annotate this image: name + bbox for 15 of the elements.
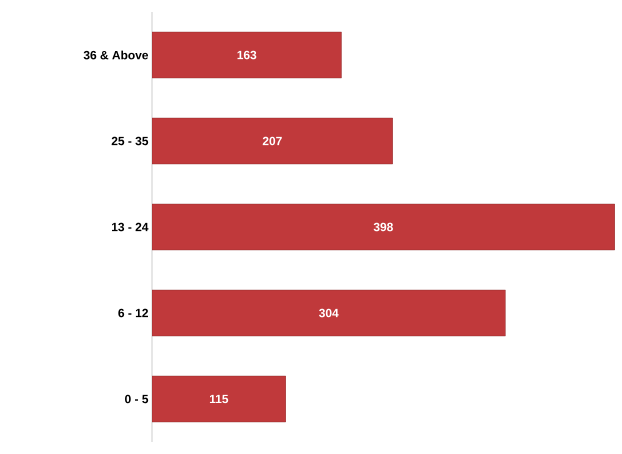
bar (152, 118, 393, 164)
data-label: 115 (210, 394, 228, 404)
y-tick-label: 36 & Above (84, 50, 148, 60)
y-tick-label: 6 - 12 (118, 308, 148, 318)
y-tick-label: 25 - 35 (112, 136, 148, 146)
data-label: 398 (374, 222, 393, 232)
data-label: 163 (238, 50, 256, 60)
data-label: 207 (262, 136, 282, 146)
bar (152, 290, 506, 336)
y-tick-label: 0 - 5 (125, 394, 148, 404)
bar (152, 32, 342, 78)
bar (152, 376, 286, 422)
data-label: 304 (319, 308, 339, 318)
bar (152, 204, 615, 250)
y-tick-label: 13 - 24 (112, 222, 148, 232)
